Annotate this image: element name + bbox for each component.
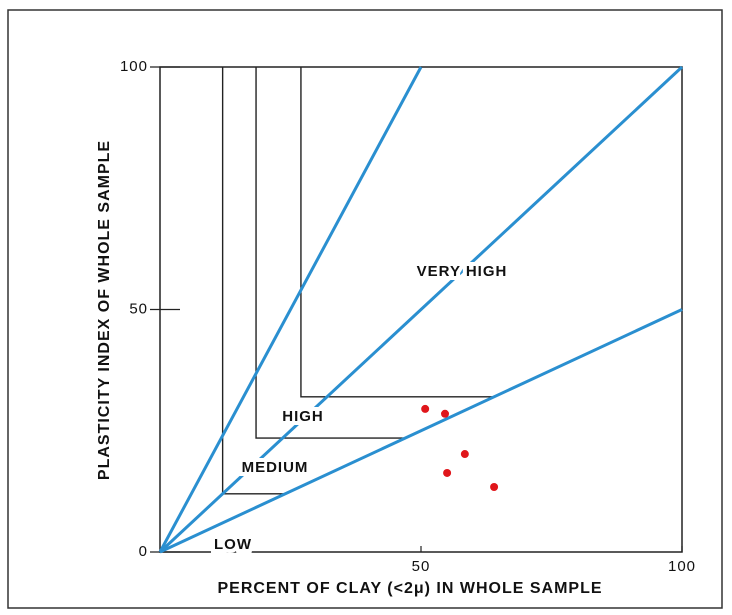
frame [7, 9, 723, 609]
y-tick-label: 0 [139, 543, 148, 560]
data-point [443, 468, 452, 477]
activity-line [158, 65, 684, 554]
data-point [460, 450, 469, 459]
y-tick-label: 50 [129, 300, 148, 317]
data-point [421, 404, 430, 413]
boundary-line [300, 67, 495, 398]
annotation: MEDIUM [242, 459, 309, 476]
boundary-line [221, 67, 286, 495]
x-tick-label: 100 [668, 558, 696, 575]
boundary-line [255, 67, 406, 439]
data-point [490, 483, 499, 492]
activity-line [159, 308, 683, 554]
annotation: VERY HIGH [417, 263, 508, 280]
annotation: LOW [214, 536, 252, 553]
y-axis-label: PLASTICITY INDEX OF WHOLE SAMPLE [96, 140, 113, 480]
x-axis-label: PERCENT OF CLAY (<2μ) IN WHOLE SAMPLE [217, 580, 602, 597]
y-tick-label: 100 [120, 58, 148, 75]
activity-line [158, 66, 423, 553]
data-point [441, 409, 450, 418]
annotation: HIGH [282, 408, 324, 425]
x-tick-label: 50 [412, 558, 431, 575]
